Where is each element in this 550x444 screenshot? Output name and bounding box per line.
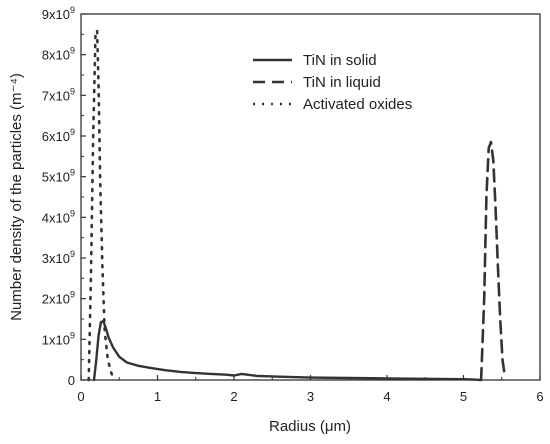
x-tick-label: 3 [307, 389, 314, 404]
y-tick-label: 2x109 [42, 290, 75, 307]
plot-frame [80, 13, 541, 381]
x-tick-label: 1 [154, 389, 161, 404]
y-tick-label: 9x109 [42, 5, 75, 22]
y-tick-label: 5x109 [42, 168, 75, 185]
legend: TiN in solid TiN in liquid Activated oxide… [253, 52, 412, 113]
y-tick-label: 4x109 [42, 208, 75, 225]
y-axis: 0 1x109 2x109 3x109 4x109 5x109 6x109 7x109 8x10… [42, 5, 86, 388]
legend-label: Activated oxides [303, 96, 412, 113]
x-tick-label: 5 [460, 389, 467, 404]
y-tick-label: 6x109 [42, 127, 75, 144]
y-tick-label: 1x109 [42, 330, 75, 347]
x-tick-label: 6 [536, 389, 543, 404]
y-tick-label: 8x109 [42, 46, 75, 63]
legend-label: TiN in liquid [303, 74, 381, 91]
y-tick-label: 3x109 [42, 249, 75, 266]
series-activated-oxides [87, 28, 117, 382]
x-tick-label: 0 [77, 389, 84, 404]
x-tick-label: 4 [383, 389, 390, 404]
series-tin-in-liquid [479, 140, 507, 382]
x-tick-label: 2 [230, 389, 237, 404]
legend-label: TiN in solid [303, 52, 377, 69]
series-tin-in-solid [92, 319, 482, 382]
y-axis-label: Number density of the particles (m⁻⁴) [8, 73, 25, 321]
x-axis-label: Radius (μm) [269, 418, 351, 435]
y-tick-label: 0 [68, 373, 75, 388]
plot-area [87, 28, 507, 382]
y-tick-label: 7x109 [42, 86, 75, 103]
